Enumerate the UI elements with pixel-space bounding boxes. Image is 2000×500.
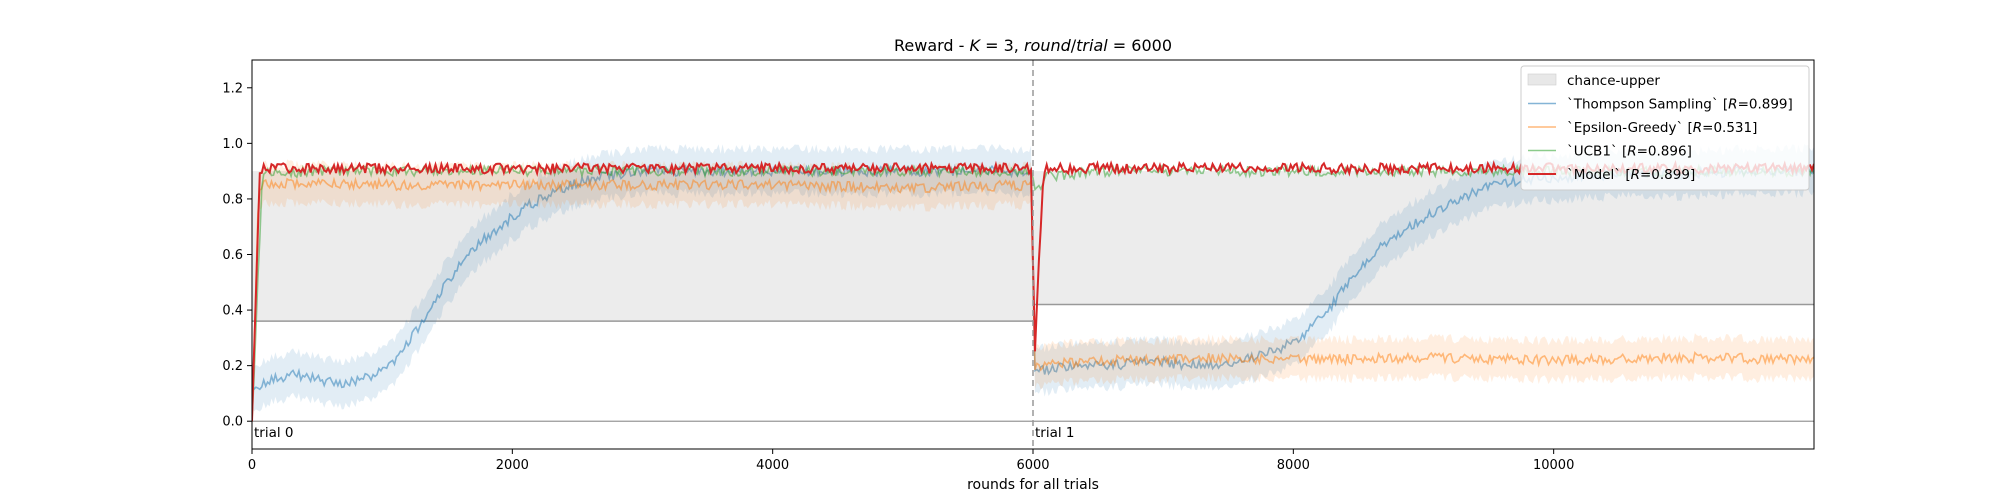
legend: chance-upper `Thompson Sampling` [R=0.899… xyxy=(1520,65,1810,191)
y-tick-label-4: 0.8 xyxy=(222,192,243,207)
y-tick-label-5: 1.0 xyxy=(222,137,243,152)
y-tick-label-0: 0.0 xyxy=(222,415,243,430)
x-tick-label-3: 6000 xyxy=(1016,458,1049,473)
chart-title: Reward - K = 3, round/trial = 6000 xyxy=(894,36,1172,55)
y-tick-label-2: 0.4 xyxy=(222,304,243,319)
legend-swatch-chance-upper xyxy=(1527,73,1557,86)
y-tick-label-6: 1.2 xyxy=(222,81,243,96)
trial-annotation-1: trial 1 xyxy=(1035,425,1075,441)
x-tick-label-4: 8000 xyxy=(1277,458,1310,473)
x-axis-title: rounds for all trials xyxy=(967,477,1099,493)
chance-upper-band-1 xyxy=(1033,171,1814,305)
legend-label-0: `Thompson Sampling` [R=0.899] xyxy=(1567,97,1793,113)
x-tick-label-1: 2000 xyxy=(496,458,529,473)
series-band-1 xyxy=(252,159,1814,441)
plot-area xyxy=(252,144,1814,441)
legend-label-1: `Epsilon-Greedy` [R=0.531] xyxy=(1567,120,1757,136)
x-tick-label-0: 0 xyxy=(248,458,256,473)
chance-upper-band-0 xyxy=(252,171,1033,322)
legend-label-3: `Model` [R=0.899] xyxy=(1567,167,1695,183)
x-tick-label-5: 10000 xyxy=(1533,458,1574,473)
trial-annotation-0: trial 0 xyxy=(254,425,294,441)
y-tick-label-1: 0.2 xyxy=(222,359,243,374)
legend-box xyxy=(1520,65,1810,191)
legend-label-chance-upper: chance-upper xyxy=(1567,73,1660,89)
legend-label-2: `UCB1` [R=0.896] xyxy=(1567,144,1692,160)
y-tick-label-3: 0.6 xyxy=(222,248,243,263)
x-tick-label-2: 4000 xyxy=(756,458,789,473)
